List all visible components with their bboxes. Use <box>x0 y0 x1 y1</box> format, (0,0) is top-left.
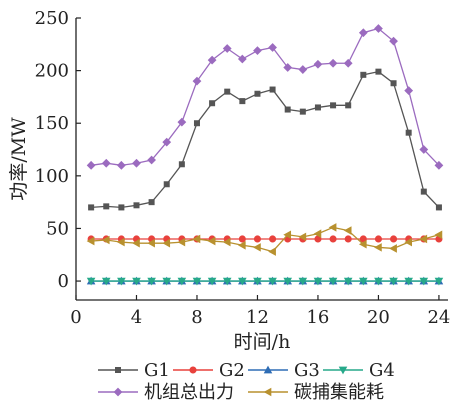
data-point <box>405 87 413 95</box>
data-point <box>134 203 139 208</box>
x-axis-label: 时间/h <box>234 331 291 353</box>
legend-item: G4 <box>323 360 395 381</box>
data-point <box>330 103 335 108</box>
legend-label: G2 <box>219 360 245 381</box>
series-5 <box>87 25 443 170</box>
legend-item: G2 <box>173 360 245 381</box>
data-point <box>299 66 307 74</box>
series-4 <box>87 278 442 285</box>
data-point <box>391 81 396 86</box>
data-point <box>133 159 141 167</box>
data-point <box>300 109 305 114</box>
data-point <box>179 162 184 167</box>
legend-item: G3 <box>248 360 320 381</box>
data-point <box>285 107 290 112</box>
data-point <box>436 205 441 210</box>
data-point <box>375 236 381 242</box>
data-point <box>344 227 351 235</box>
data-point <box>375 244 382 252</box>
legend-marker <box>264 388 271 396</box>
x-tick-label: 16 <box>306 307 329 328</box>
data-point <box>88 205 93 210</box>
y-tick-label: 100 <box>35 166 69 187</box>
legend-label: G3 <box>294 360 320 381</box>
y-tick-label: 0 <box>58 271 69 292</box>
series-2 <box>88 236 442 242</box>
data-point <box>239 236 245 242</box>
data-point <box>194 121 199 126</box>
x-tick-label: 0 <box>70 307 81 328</box>
data-point <box>255 91 260 96</box>
legend-item: 机组总出力 <box>98 382 234 401</box>
x-tick-label: 4 <box>131 307 142 328</box>
data-point <box>406 130 411 135</box>
data-point <box>390 236 396 242</box>
legend-item: G1 <box>98 360 170 381</box>
data-point <box>315 105 320 110</box>
data-point <box>149 199 154 204</box>
data-point <box>329 59 337 67</box>
data-point <box>254 244 261 252</box>
data-point <box>238 55 246 63</box>
x-tick-label: 12 <box>246 307 269 328</box>
data-point <box>225 89 230 94</box>
data-point <box>421 189 426 194</box>
legend-label: 碳捕集能耗 <box>294 382 384 401</box>
data-point <box>240 98 245 103</box>
y-axis-label: 功率/MW <box>8 117 30 201</box>
legend-marker <box>115 367 120 372</box>
y-tick-label: 50 <box>46 218 69 239</box>
data-point <box>117 161 125 169</box>
data-point <box>345 103 350 108</box>
legend-marker <box>190 367 196 373</box>
x-tick-label: 8 <box>191 307 202 328</box>
x-tick-label: 24 <box>427 307 450 328</box>
data-point <box>361 72 366 77</box>
y-tick-label: 200 <box>35 61 69 82</box>
data-point <box>330 236 336 242</box>
data-point <box>376 69 381 74</box>
data-point <box>102 159 110 167</box>
series-line <box>91 72 439 208</box>
legend-marker <box>114 388 122 396</box>
legend-label: G4 <box>369 360 395 381</box>
data-point <box>344 59 352 67</box>
legend-label: 机组总出力 <box>144 382 234 401</box>
data-point <box>254 236 260 242</box>
data-point <box>269 236 275 242</box>
data-point <box>87 161 95 169</box>
y-tick-label: 250 <box>35 8 69 29</box>
data-point <box>254 47 262 55</box>
data-point <box>104 204 109 209</box>
series-layer <box>87 25 443 285</box>
data-point <box>345 236 351 242</box>
data-point <box>329 224 336 232</box>
legend-label: G1 <box>144 360 170 381</box>
legend-item: 碳捕集能耗 <box>248 382 384 401</box>
data-point <box>314 60 322 68</box>
series-1 <box>88 69 441 210</box>
data-point <box>164 182 169 187</box>
data-point <box>390 245 397 253</box>
y-tick-label: 150 <box>35 113 69 134</box>
data-point <box>239 242 246 250</box>
data-point <box>119 205 124 210</box>
data-point <box>270 87 275 92</box>
x-tick-label: 20 <box>367 307 390 328</box>
data-point <box>269 248 276 256</box>
legend: G1 G2 G3 G4 机组总出力 碳捕集能耗 <box>98 360 395 401</box>
series-line <box>91 29 439 166</box>
data-point <box>209 101 214 106</box>
data-point <box>359 29 367 37</box>
